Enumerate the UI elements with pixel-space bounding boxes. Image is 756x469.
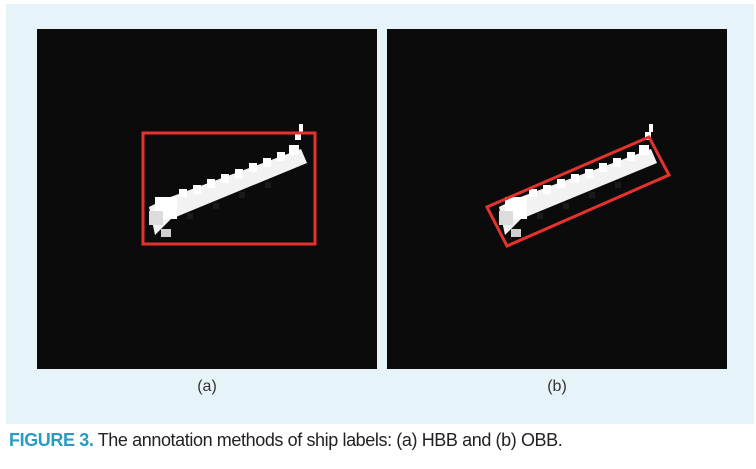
- subfigure-a-image: [37, 29, 377, 369]
- ship-target: [149, 124, 307, 237]
- sar-image-obb: [484, 124, 672, 248]
- hbb-box: [141, 131, 317, 246]
- figure-caption-text: The annotation methods of ship labels: (…: [93, 430, 563, 450]
- ship-target: [499, 124, 657, 237]
- figure-panel: (a) (b): [6, 4, 754, 424]
- subfigure-a-caption: (a): [197, 378, 217, 395]
- obb-box: [484, 135, 672, 248]
- subfigure-b-caption: (b): [547, 378, 567, 395]
- sar-image-hbb: [141, 124, 317, 246]
- figure-caption: FIGURE 3. The annotation methods of ship…: [9, 430, 749, 451]
- figure-label: FIGURE 3.: [9, 430, 94, 450]
- subfigure-b-image: [387, 29, 727, 369]
